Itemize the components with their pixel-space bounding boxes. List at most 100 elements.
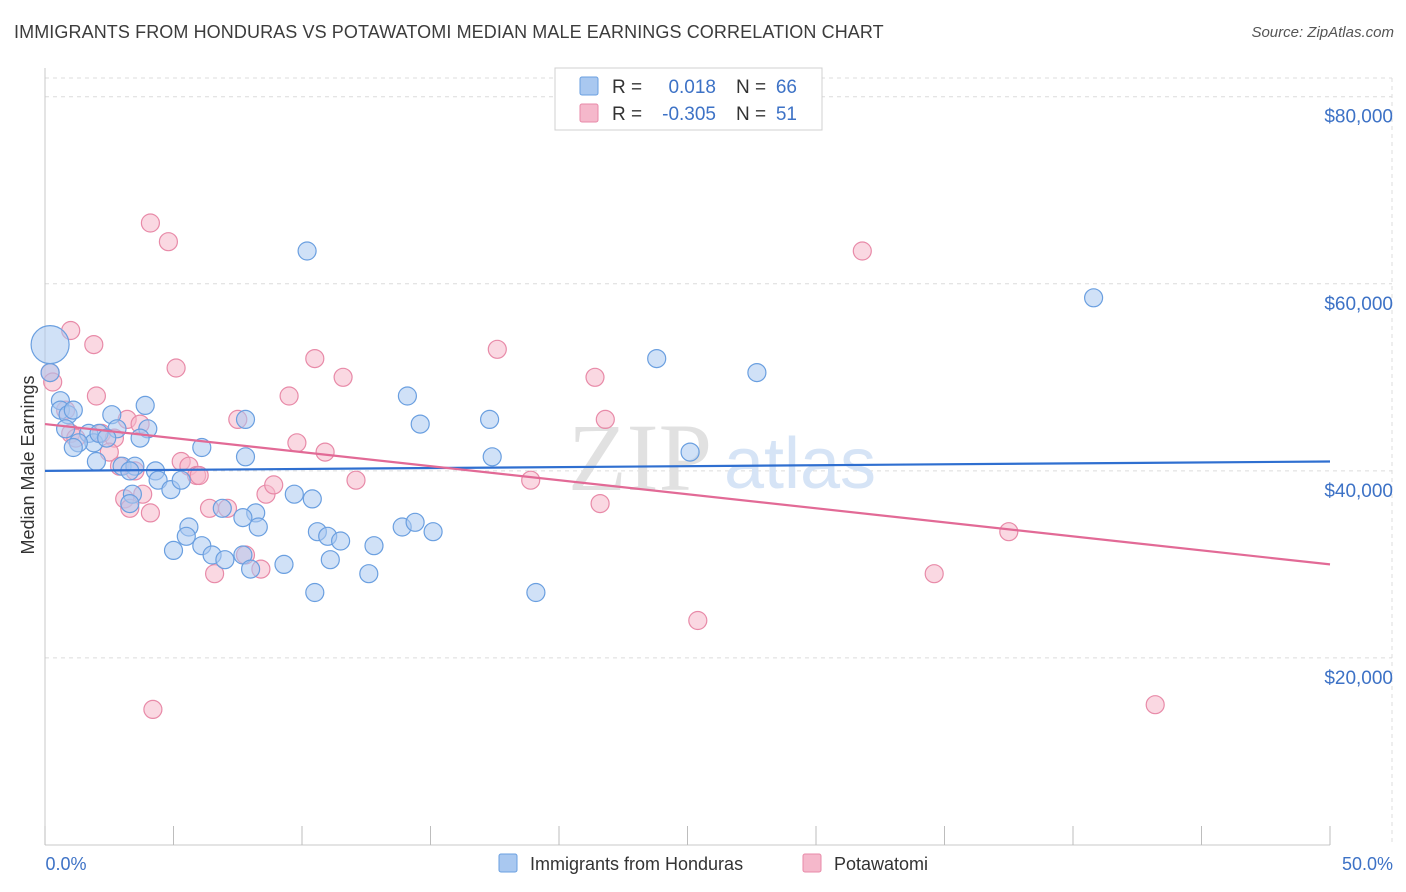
point-honduras [235, 447, 256, 467]
point-potawatomi [315, 442, 335, 462]
point-honduras [1083, 288, 1104, 308]
point-potawatomi [140, 503, 160, 523]
point-potawatomi [287, 433, 307, 453]
point-honduras [284, 484, 304, 504]
point-honduras [130, 428, 150, 448]
y-tick-label: $20,000 [1324, 668, 1393, 689]
point-potawatomi [86, 386, 107, 406]
legend-top-box [554, 67, 823, 131]
point-potawatomi [305, 349, 325, 369]
point-honduras [320, 550, 340, 570]
legend-top-n-value-2: 51 [776, 104, 797, 125]
point-honduras [397, 386, 417, 406]
point-potawatomi [158, 232, 178, 252]
legend-top-swatch-potawatomi [579, 103, 599, 123]
legend-bottom: Immigrants from Honduras Potawatomi [498, 853, 928, 874]
point-honduras [55, 419, 76, 439]
point-potawatomi [487, 339, 507, 359]
point-honduras [86, 451, 107, 472]
point-honduras [526, 582, 546, 603]
legend-top: R = 0.018 N = 66 R = -0.305 N = 51 [554, 67, 823, 131]
point-honduras [215, 550, 235, 570]
point-potawatomi [595, 409, 615, 429]
point-honduras [248, 517, 268, 537]
point-honduras [192, 437, 212, 458]
point-potawatomi [852, 241, 872, 261]
point-honduras [120, 494, 140, 514]
point-honduras [63, 400, 83, 420]
point-potawatomi [189, 465, 209, 486]
point-honduras [163, 540, 184, 561]
point-honduras [63, 437, 83, 458]
legend-top-n-label-1: N = [736, 77, 766, 98]
axes-layer: $20,000 $40,000 $60,000 $80,000 0.0% 50.0% [44, 68, 1393, 874]
point-potawatomi [688, 610, 708, 631]
legend-top-r-label-1: R = [612, 77, 642, 98]
y-tick-label: $60,000 [1324, 294, 1393, 315]
point-honduras [148, 470, 168, 490]
trendline-honduras [44, 460, 1331, 472]
y-tick-label: $40,000 [1324, 481, 1393, 502]
point-honduras [176, 526, 196, 546]
legend-bottom-label-honduras: Immigrants from Honduras [530, 854, 743, 874]
point-honduras [680, 442, 700, 462]
point-potawatomi [140, 213, 160, 233]
point-honduras [97, 428, 117, 448]
point-honduras [747, 363, 767, 383]
point-honduras [423, 522, 443, 542]
point-potawatomi [166, 358, 186, 378]
chart-source: Source: ZipAtlas.com [1251, 24, 1394, 41]
point-potawatomi [84, 335, 104, 355]
point-honduras [233, 507, 253, 528]
legend-bottom-label-potawatomi: Potawatomi [834, 854, 928, 874]
point-potawatomi [1145, 695, 1165, 715]
point-potawatomi [346, 470, 366, 490]
trendline-potawatomi [44, 422, 1331, 566]
point-honduras [364, 536, 384, 556]
point-honduras [297, 241, 317, 261]
point-potawatomi [279, 386, 299, 406]
legend-top-swatch-honduras [579, 76, 599, 96]
legend-bottom-swatch-potawatomi [802, 853, 822, 873]
legend-bottom-swatch-honduras [498, 853, 518, 873]
trend-layer [44, 422, 1331, 566]
point-potawatomi [521, 470, 541, 490]
point-potawatomi [205, 564, 225, 584]
legend-top-n-value-1: 66 [776, 77, 797, 98]
chart-title: IMMIGRANTS FROM HONDURAS VS POTAWATOMI M… [14, 22, 884, 42]
legend-top-r-value-2: -0.305 [662, 104, 716, 125]
point-potawatomi [333, 367, 353, 387]
point-honduras [405, 512, 425, 532]
point-honduras [482, 447, 502, 467]
point-honduras [235, 409, 256, 429]
point-honduras [40, 363, 60, 383]
x-tick-label-max: 50.0% [1342, 854, 1393, 874]
point-potawatomi [264, 475, 284, 495]
point-potawatomi [585, 367, 605, 387]
point-potawatomi [999, 522, 1019, 542]
legend-top-r-label-2: R = [612, 104, 642, 125]
point-honduras [480, 409, 500, 429]
point-honduras [302, 489, 322, 509]
point-potawatomi [143, 699, 163, 720]
point-potawatomi [924, 564, 944, 584]
point-honduras [331, 531, 351, 551]
point-honduras [305, 582, 325, 603]
point-honduras [30, 325, 70, 365]
y-axis-title: Median Male Earnings [18, 375, 38, 554]
point-honduras [171, 470, 191, 490]
point-honduras [359, 564, 379, 584]
point-potawatomi [590, 494, 610, 514]
legend-top-n-label-2: N = [736, 104, 766, 125]
y-tick-label: $80,000 [1324, 107, 1393, 128]
points-layer [30, 213, 1165, 720]
point-honduras [274, 554, 294, 575]
x-tick-label-min: 0.0% [45, 854, 86, 874]
point-honduras [135, 395, 155, 415]
point-honduras [212, 498, 232, 518]
point-honduras [647, 349, 667, 369]
legend-top-r-value-1: 0.018 [668, 77, 716, 98]
point-honduras [410, 414, 430, 434]
point-honduras [241, 559, 261, 579]
